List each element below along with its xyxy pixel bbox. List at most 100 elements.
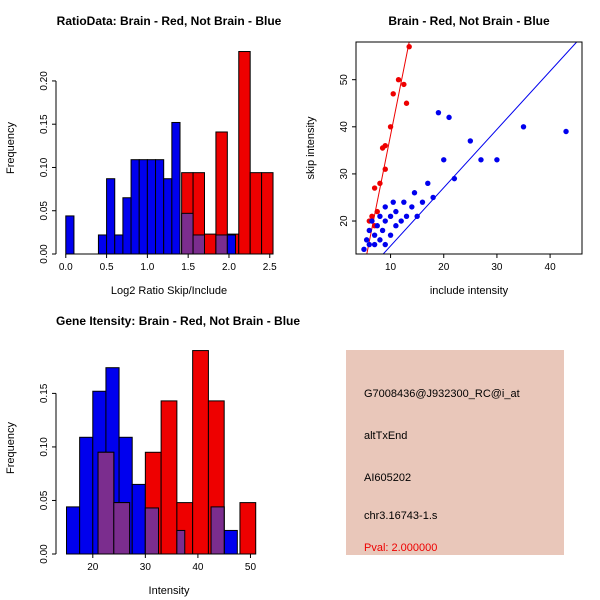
- ratio-histogram-title: RatioData: Brain - Red, Not Brain - Blue: [56, 14, 282, 28]
- x-tick-label: 10: [385, 262, 397, 273]
- panel-gene-info: G7008436@J932300_RC@i_at altTxEnd AI6052…: [300, 300, 600, 600]
- x-tick-label: 30: [140, 562, 152, 573]
- panel-gene-intensity-histogram: Gene Itensity: Brain - Red, Not Brain - …: [0, 300, 300, 600]
- y-tick-label: 0.15: [39, 114, 50, 134]
- hist-bar-purple: [192, 234, 205, 255]
- plot-area: [361, 42, 578, 254]
- axes: 10 20 30 40 20 30 40 50: [339, 41, 583, 273]
- data-point-blue: [371, 241, 378, 248]
- plot-area: [65, 51, 274, 255]
- data-point-blue: [393, 223, 399, 229]
- data-point-blue: [374, 223, 380, 229]
- gene-pvalue: Pval: 2.000000: [364, 542, 438, 554]
- regression-line-red: [366, 42, 410, 254]
- hist-bar-purple: [181, 212, 194, 255]
- data-point-blue: [494, 157, 500, 163]
- data-point-blue: [435, 109, 442, 116]
- hist-bar-red: [249, 172, 263, 255]
- hist-bar-blue: [106, 178, 116, 255]
- hist-bar-red: [192, 350, 209, 555]
- hist-bar-red: [203, 233, 217, 255]
- data-point-blue: [379, 227, 386, 234]
- plot-area: [66, 350, 257, 555]
- data-point-blue: [441, 157, 447, 163]
- hist-bar-blue: [131, 483, 146, 555]
- hist-bar-purple: [176, 529, 186, 555]
- intensity-scatter-title: Brain - Red, Not Brain - Blue: [388, 14, 550, 28]
- data-point-red: [403, 100, 410, 106]
- data-point-blue: [451, 175, 458, 182]
- data-point-blue: [393, 208, 399, 215]
- data-point-red: [406, 44, 412, 50]
- x-tick-label: 20: [87, 562, 99, 573]
- data-point-blue: [369, 218, 375, 224]
- y-tick-label: 0.00: [39, 544, 50, 564]
- x-tick-label: 0.5: [100, 262, 114, 273]
- hist-bar-blue: [226, 234, 236, 255]
- x-tick-label: 40: [192, 562, 204, 573]
- y-tick-label: 30: [339, 168, 350, 180]
- data-point-blue: [398, 218, 404, 224]
- hist-bar-purple: [215, 234, 228, 255]
- y-tick-label: 0.10: [39, 437, 50, 457]
- hist-bar-red: [160, 400, 178, 555]
- data-point-blue: [430, 194, 436, 201]
- gene-info-box: G7008436@J932300_RC@i_at altTxEnd AI6052…: [346, 350, 564, 555]
- gene-event-type: altTxEnd: [364, 430, 408, 442]
- panel-intensity-scatter: Brain - Red, Not Brain - Blue 10 20 30 40 20…: [300, 0, 600, 300]
- data-point-red: [374, 208, 380, 215]
- hist-bar-purple: [113, 502, 131, 555]
- y-tick-label: 50: [339, 74, 350, 86]
- hist-bar-red: [239, 502, 257, 555]
- data-point-blue: [361, 246, 367, 252]
- hist-bar-blue: [138, 159, 148, 255]
- y-tick-label: 0.15: [39, 383, 50, 403]
- axes: 0.0 0.5 1.0 1.5 2.0 2.5 0.00 0.05 0.10 0.15 0.20: [39, 71, 277, 273]
- y-tick-label: 0.05: [39, 201, 50, 221]
- hist-bar-blue: [66, 506, 81, 555]
- hist-bar-blue: [130, 159, 140, 255]
- hist-bar-blue: [146, 159, 157, 255]
- y-axis-title: Frequency: [5, 422, 17, 474]
- data-point-blue: [425, 180, 431, 187]
- data-point-red: [371, 185, 378, 191]
- y-tick-label: 40: [339, 121, 350, 133]
- x-tick-label: 0.0: [59, 262, 73, 273]
- hist-bar-purple: [97, 451, 115, 555]
- intensity-scatter-plot: 10 20 30 40 20 30 40 50 include intensity skip in…: [305, 41, 583, 297]
- hist-bar-blue: [114, 234, 124, 255]
- x-tick-label: 2.0: [222, 262, 236, 273]
- data-point-blue: [467, 138, 474, 144]
- axes: 20 30 40 50 0.00 0.05 0.10 0.15: [39, 383, 256, 573]
- data-point-blue: [366, 241, 372, 248]
- hist-bar-blue: [122, 197, 132, 255]
- x-axis-title: include intensity: [430, 285, 509, 297]
- data-point-blue: [478, 157, 484, 163]
- data-point-blue: [520, 124, 527, 130]
- hist-bar-red: [238, 51, 251, 255]
- x-tick-label: 1.5: [181, 262, 195, 273]
- hist-bar-purple: [210, 506, 225, 555]
- data-point-blue: [382, 204, 388, 210]
- data-point-blue: [401, 199, 407, 205]
- data-point-blue: [446, 114, 452, 121]
- hist-bar-blue: [97, 234, 108, 255]
- hist-bar-blue: [79, 436, 94, 555]
- data-point-blue: [366, 227, 372, 234]
- x-axis-title: Intensity: [149, 585, 190, 597]
- hist-bar-blue: [223, 529, 238, 555]
- gene-probe-id: G7008436@J932300_RC@i_at: [364, 388, 520, 400]
- panel-ratio-histogram: RatioData: Brain - Red, Not Brain - Blue…: [0, 0, 300, 300]
- data-point-red: [369, 213, 375, 220]
- x-tick-label: 1.0: [140, 262, 154, 273]
- data-point-blue: [382, 218, 388, 224]
- x-tick-label: 20: [438, 262, 450, 273]
- data-point-blue: [377, 237, 383, 243]
- data-point-red: [377, 180, 383, 187]
- y-axis-title: Frequency: [5, 122, 17, 174]
- hist-bar-purple: [144, 507, 159, 555]
- gene-location: chr3.16743-1.s: [364, 510, 438, 522]
- hist-bar-blue: [163, 178, 173, 255]
- data-point-red: [395, 76, 402, 83]
